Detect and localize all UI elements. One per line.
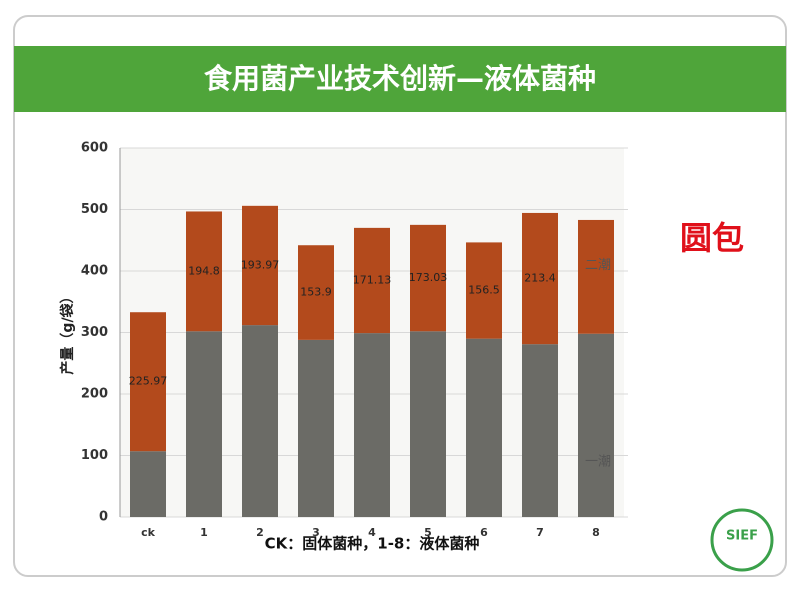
data-label: 156.5 <box>468 284 500 297</box>
x-tick-label: ck <box>141 526 156 539</box>
x-tick-label: 8 <box>592 526 600 539</box>
data-label: 171.13 <box>353 273 392 286</box>
bar-segment <box>130 451 166 517</box>
data-label: 153.9 <box>300 286 332 299</box>
data-label: 194.8 <box>188 264 220 277</box>
x-tick-label: 5 <box>424 526 432 539</box>
x-tick-label: 3 <box>312 526 320 539</box>
bar-segment <box>578 333 614 517</box>
bar-segment <box>522 344 558 517</box>
x-tick-label: 6 <box>480 526 488 539</box>
bar-segment <box>466 242 502 339</box>
data-label: 213.4 <box>524 272 556 285</box>
x-axis-label: CK：固体菌种，1-8：液体菌种 <box>265 535 480 553</box>
header-band <box>14 46 786 112</box>
bar-segment <box>466 338 502 517</box>
y-tick-label: 600 <box>81 141 108 156</box>
x-tick-label: 2 <box>256 526 264 539</box>
bar-segment <box>130 312 166 452</box>
logo-text: SIEF <box>726 529 758 544</box>
bar-segment <box>298 245 334 340</box>
series-label: 二潮 <box>585 258 611 273</box>
y-axis-label: 产量（g/袋） <box>59 289 76 374</box>
y-tick-label: 0 <box>99 510 108 525</box>
bar-segment <box>186 331 222 517</box>
bar-segment <box>242 325 278 517</box>
x-tick-label: 1 <box>200 526 208 539</box>
logo-ring <box>710 508 774 572</box>
data-label: 193.97 <box>241 258 280 271</box>
bar-segment <box>242 205 278 326</box>
x-tick-label: 4 <box>368 526 376 539</box>
data-label: 225.97 <box>129 375 168 388</box>
y-tick-label: 300 <box>81 325 108 340</box>
bar-segment <box>578 219 614 334</box>
bar-segment <box>354 333 390 517</box>
bar-segment <box>410 331 446 517</box>
side-label: 圆包 <box>680 219 744 257</box>
y-tick-label: 200 <box>81 387 108 402</box>
bar-segment <box>354 227 390 334</box>
y-tick-label: 100 <box>81 448 108 463</box>
bar-segment <box>298 339 334 517</box>
slide-title: 食用菌产业技术创新—液体菌种 <box>204 62 596 95</box>
x-tick-label: 7 <box>536 526 544 539</box>
y-tick-label: 500 <box>81 202 108 217</box>
bar-segment <box>186 211 222 332</box>
series-label: 一潮 <box>585 455 611 470</box>
y-tick-label: 400 <box>81 264 108 279</box>
data-label: 173.03 <box>409 271 448 284</box>
bar-segment <box>410 224 446 332</box>
bar-segment <box>522 212 558 345</box>
